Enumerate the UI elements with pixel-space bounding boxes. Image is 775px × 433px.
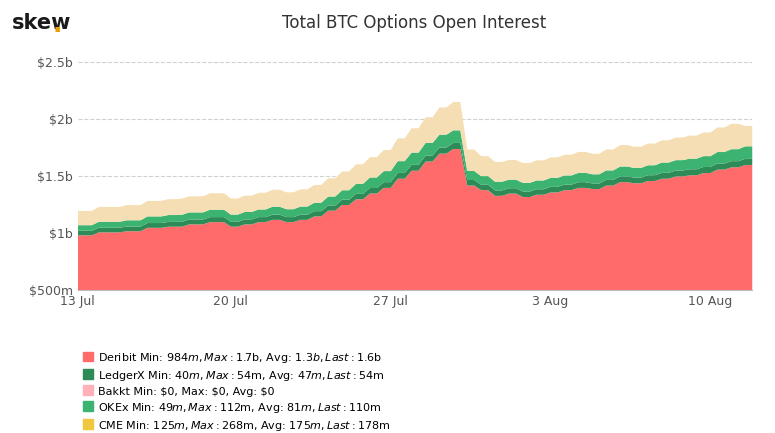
Text: skew: skew [12, 13, 71, 33]
Title: Total BTC Options Open Interest: Total BTC Options Open Interest [283, 14, 546, 32]
Legend: Deribit Min: $984m, Max: $1.7b, Avg: $1.3b, Last: $1.6b, LedgerX Min: $40m, Max:: Deribit Min: $984m, Max: $1.7b, Avg: $1.… [83, 351, 390, 433]
Text: .: . [53, 13, 62, 37]
